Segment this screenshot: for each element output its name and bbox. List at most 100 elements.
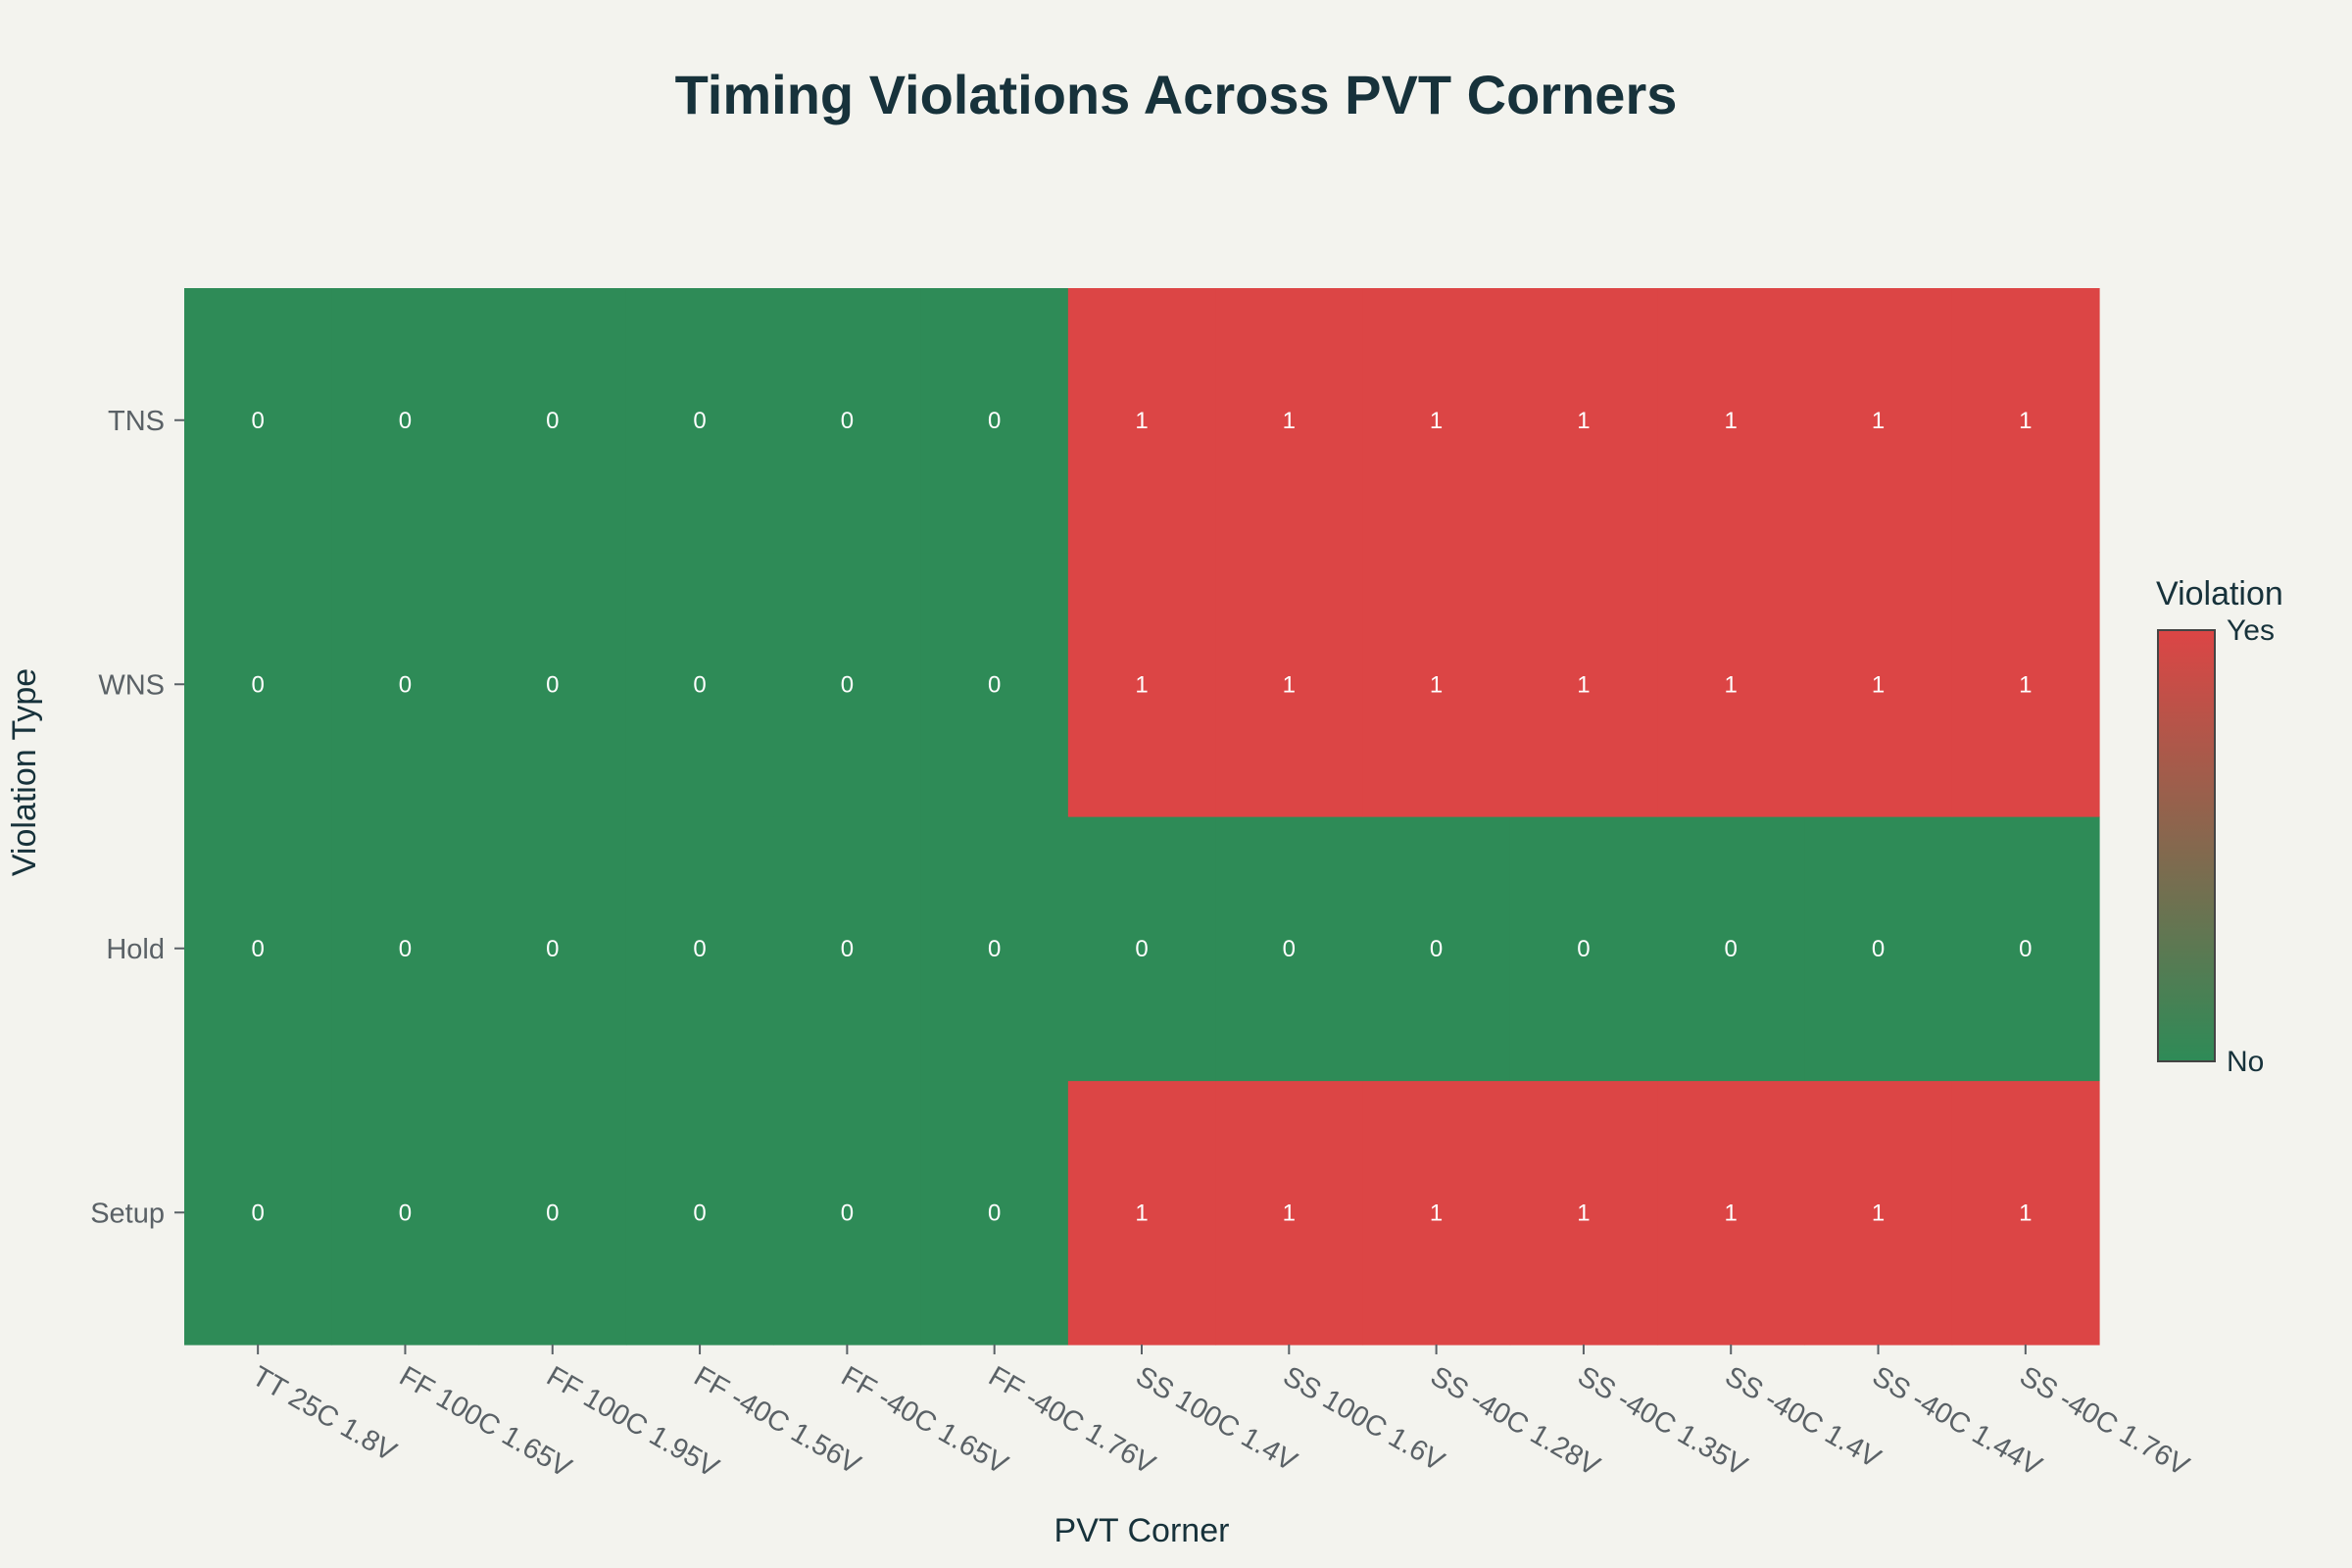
- cell-value-label: 0: [1135, 936, 1148, 962]
- heatmap-cell: [478, 816, 627, 1082]
- heatmap-cell: [331, 552, 480, 817]
- cell-value-label: 0: [988, 936, 1001, 962]
- heatmap-cell: [1067, 816, 1216, 1082]
- y-axis-title: Violation Type: [6, 668, 43, 876]
- heatmap-cell: [331, 1080, 480, 1346]
- cell-value-label: 0: [251, 671, 264, 698]
- cell-value-label: 1: [1577, 408, 1590, 434]
- cell-value-label: 0: [1725, 936, 1738, 962]
- cell-value-label: 0: [251, 1200, 264, 1226]
- heatmap-cell: [1951, 1080, 2100, 1346]
- heatmap-cell: [1804, 816, 1953, 1082]
- cell-value-label: 1: [1872, 1200, 1885, 1226]
- cell-value-label: 0: [2019, 936, 2032, 962]
- heatmap-cell: [331, 816, 480, 1082]
- heatmap-cell: [1215, 816, 1364, 1082]
- cell-value-label: 0: [1872, 936, 1885, 962]
- heatmap-cell: [1951, 816, 2100, 1082]
- heatmap-cell: [1509, 816, 1658, 1082]
- heatmap-cell: [184, 288, 332, 554]
- cell-value-label: 1: [1872, 671, 1885, 698]
- heatmap-cell: [184, 816, 332, 1082]
- cell-value-label: 1: [1577, 1200, 1590, 1226]
- y-tick-label: WNS: [98, 669, 165, 701]
- heatmap-cell: [1215, 552, 1364, 817]
- cell-value-label: 1: [1135, 1200, 1148, 1226]
- cell-value-label: 0: [693, 671, 706, 698]
- cell-value-label: 1: [1135, 671, 1148, 698]
- cell-value-label: 0: [693, 1200, 706, 1226]
- cell-value-label: 0: [841, 408, 854, 434]
- heatmap-cell: [1657, 552, 1805, 817]
- heatmap-cell: [184, 552, 332, 817]
- cell-value-label: 1: [1725, 408, 1738, 434]
- cell-value-label: 0: [251, 936, 264, 962]
- colorbar-ticks: No Yes: [2227, 614, 2275, 1078]
- cell-value-label: 0: [988, 408, 1001, 434]
- cell-value-label: 1: [1135, 408, 1148, 434]
- cell-value-label: 0: [841, 936, 854, 962]
- chart-title: Timing Violations Across PVT Corners: [675, 64, 1678, 125]
- cell-value-label: 1: [1725, 671, 1738, 698]
- cell-value-label: 1: [1872, 408, 1885, 434]
- heatmap-cell: [1215, 288, 1364, 554]
- cell-value-label: 0: [1283, 936, 1296, 962]
- colorbar: Violation No Yes: [2156, 575, 2283, 1078]
- heatmap-cell: [1067, 1080, 1216, 1346]
- heatmap-cell: [920, 552, 1069, 817]
- cell-value-label: 0: [988, 671, 1001, 698]
- y-axis-ticks: Setup Hold WNS TNS: [90, 406, 184, 1229]
- cell-value-label: 0: [546, 1200, 559, 1226]
- heatmap-cell: [1804, 288, 1953, 554]
- x-tick-label: SS 100C 1.6V: [1278, 1360, 1450, 1478]
- heatmap-cell: [625, 288, 774, 554]
- heatmap-cell: [773, 1080, 922, 1346]
- cell-value-label: 1: [1725, 1200, 1738, 1226]
- colorbar-tick-label: No: [2227, 1046, 2264, 1078]
- heatmap-cell: [478, 1080, 627, 1346]
- cell-value-label: 0: [399, 408, 412, 434]
- heatmap-cell: [1067, 288, 1216, 554]
- cell-value-label: 0: [1577, 936, 1590, 962]
- heatmap-cell: [920, 288, 1069, 554]
- colorbar-title: Violation: [2156, 575, 2283, 612]
- cell-value-label: 1: [1430, 671, 1443, 698]
- colorbar-tick-label: Yes: [2227, 614, 2275, 647]
- heatmap-cell: [1804, 1080, 1953, 1346]
- heatmap-cell: [773, 816, 922, 1082]
- cell-value-label: 0: [546, 408, 559, 434]
- heatmap-cell: [625, 552, 774, 817]
- heatmap-cell: [478, 552, 627, 817]
- heatmap-cell: [773, 288, 922, 554]
- heatmap-cell: [478, 288, 627, 554]
- cell-value-label: 1: [1577, 671, 1590, 698]
- colorbar-gradient: [2157, 629, 2216, 1062]
- heatmap-cell: [1362, 552, 1511, 817]
- heatmap-cell: [1657, 288, 1805, 554]
- cell-value-label: 0: [841, 1200, 854, 1226]
- cell-value-label: 0: [1430, 936, 1443, 962]
- heatmap-cells: [184, 288, 2100, 1346]
- x-tick-label: FF -40C 1.76V: [983, 1360, 1160, 1481]
- heatmap-cell: [625, 816, 774, 1082]
- heatmap-cell: [1362, 816, 1511, 1082]
- heatmap-cell: [920, 1080, 1069, 1346]
- heatmap-cell-labels: 0 0 0 0 0 0 1 1 1 1 1 1 1 0 0 0 0 0 0 0 0 0 0 0 0 0 0 0 0 0 0 0 1 1 1 1 1 1 1 0…: [251, 408, 2032, 1227]
- cell-value-label: 1: [1283, 408, 1296, 434]
- cell-value-label: 0: [693, 408, 706, 434]
- heatmap-cell: [1951, 552, 2100, 817]
- cell-value-label: 0: [251, 408, 264, 434]
- heatmap-cell: [1362, 288, 1511, 554]
- heatmap-cell: [184, 1080, 332, 1346]
- cell-value-label: 0: [399, 671, 412, 698]
- cell-value-label: 0: [693, 936, 706, 962]
- heatmap-cell: [1657, 1080, 1805, 1346]
- y-tick-label: TNS: [108, 406, 165, 437]
- heatmap-cell: [1509, 552, 1658, 817]
- heatmap-cell: [1362, 1080, 1511, 1346]
- cell-value-label: 0: [841, 671, 854, 698]
- y-tick-label: Setup: [90, 1198, 165, 1229]
